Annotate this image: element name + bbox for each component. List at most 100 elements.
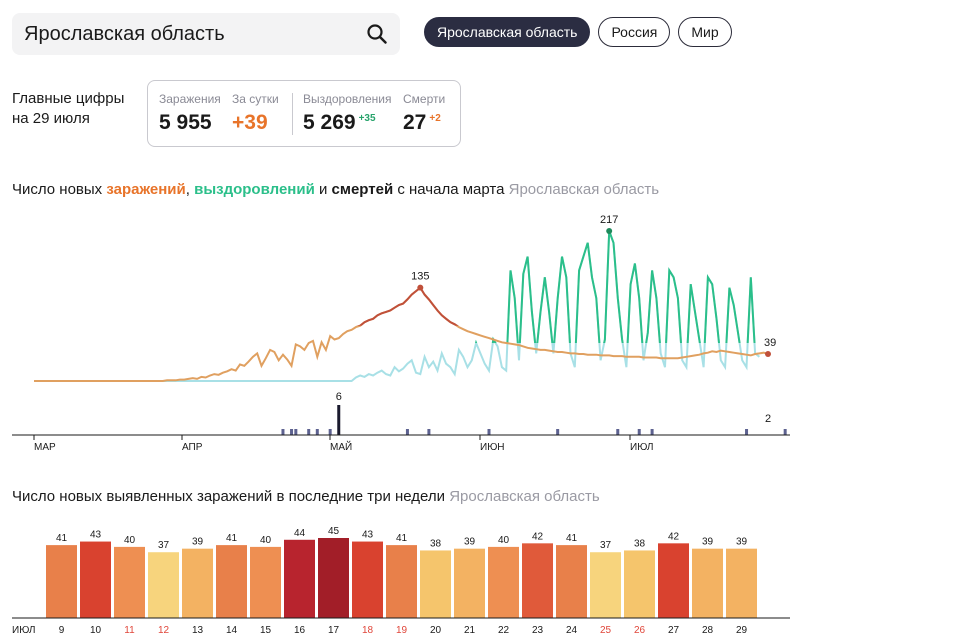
- region-tabs: Ярославская область Россия Мир: [424, 17, 732, 47]
- tab-yaroslavl[interactable]: Ярославская область: [424, 17, 591, 47]
- bar-day-label: 23: [532, 625, 544, 636]
- bar-day-label: 19: [396, 625, 408, 636]
- bar-value-label: 43: [90, 530, 102, 541]
- bar-day-14[interactable]: [216, 545, 247, 618]
- bar-value-label: 40: [124, 535, 136, 546]
- death-bar: [294, 429, 298, 435]
- bar-day-label: 10: [90, 625, 102, 636]
- chart1-title-recoveries: выздоровлений: [194, 181, 315, 198]
- bar-value-label: 41: [226, 533, 238, 544]
- death-bar: [405, 429, 409, 435]
- bar-value-label: 44: [294, 528, 306, 539]
- recoveries-peak-point: [606, 228, 613, 234]
- infections-last-point: [765, 351, 771, 358]
- recoveries-line: [475, 230, 756, 343]
- search-input[interactable]: Ярославская область: [24, 22, 225, 45]
- death-bar: [487, 429, 491, 435]
- stats-divider: [292, 93, 293, 135]
- infections-line-peak: [356, 286, 459, 326]
- bar-day-17[interactable]: [318, 538, 349, 618]
- timeline-tick-label: ИЮЛ: [630, 442, 653, 453]
- cases-timeline-chart[interactable]: 135 217 39 35 6 2 МАР АПР МАЙ ИЮН ИЮЛ: [0, 205, 800, 455]
- bar-day-28[interactable]: [692, 548, 723, 618]
- bar-day-label: 24: [566, 625, 578, 636]
- death-bar: [650, 429, 654, 435]
- infections-peak-point: [417, 284, 424, 291]
- chart2-title: Число новых выявленных заражений в после…: [12, 488, 600, 505]
- bar-day-label: 16: [294, 625, 306, 636]
- search-box[interactable]: Ярославская область: [12, 13, 400, 55]
- stat-per-day-value: +39: [232, 111, 268, 134]
- bar-day-18[interactable]: [352, 541, 383, 618]
- bar-day-label: 15: [260, 625, 272, 636]
- timeline-tick-label: МАР: [34, 442, 56, 453]
- chart1-title-deaths: смертей: [331, 181, 394, 198]
- bar-day-11[interactable]: [114, 546, 145, 618]
- bar-value-label: 40: [260, 535, 272, 546]
- bar-day-9[interactable]: [46, 545, 77, 618]
- death-bar: [337, 405, 341, 435]
- infections-line: [34, 286, 769, 382]
- summary-label-title: Главные цифры: [12, 90, 125, 107]
- bar-day-label: 25: [600, 625, 612, 636]
- bar-value-label: 42: [668, 531, 680, 542]
- recoveries-peak-label: 217: [600, 214, 618, 226]
- bar-day-12[interactable]: [148, 552, 179, 618]
- bar-value-label: 43: [362, 530, 374, 541]
- bar-value-label: 41: [396, 533, 408, 544]
- chart1-title: Число новых заражений, выздоровлений и с…: [12, 181, 659, 198]
- bar-day-13[interactable]: [182, 548, 213, 618]
- chart2-title-region: Ярославская область: [449, 488, 600, 505]
- chart1-title-suffix: с начала марта: [393, 181, 505, 198]
- infections-last-label: 39: [764, 337, 776, 349]
- stat-infections-label: Заражения: [159, 92, 221, 106]
- death-bar: [745, 429, 749, 435]
- stat-deaths: Смерти 27 +2: [403, 92, 445, 135]
- bar-value-label: 39: [464, 537, 476, 548]
- timeline-tick-label: АПР: [182, 442, 203, 453]
- death-bar: [783, 429, 787, 435]
- bar-day-10[interactable]: [80, 541, 111, 618]
- chart2-title-text: Число новых выявленных заражений в после…: [12, 488, 446, 505]
- tab-world[interactable]: Мир: [678, 17, 732, 47]
- bar-day-label: 21: [464, 625, 476, 636]
- bar-day-29[interactable]: [726, 548, 757, 618]
- bar-day-21[interactable]: [454, 548, 485, 618]
- chart1-title-infections: заражений: [106, 181, 186, 198]
- three-weeks-bar-chart[interactable]: 41 9 43 10 40 11 37 12 39 13 41 14 40 15 44 16 45 17 43 18 4…: [0, 512, 800, 640]
- timeline-tick-label: МАЙ: [330, 440, 352, 453]
- stat-deaths-value: 27: [403, 111, 427, 134]
- death-bar: [290, 429, 294, 435]
- stat-per-day-label: За сутки: [232, 92, 279, 106]
- bar-day-27[interactable]: [658, 543, 689, 618]
- bar-day-16[interactable]: [284, 539, 315, 618]
- stat-infections-value: 5 955: [159, 111, 212, 134]
- bar-day-15[interactable]: [250, 546, 281, 618]
- bar-day-label: 27: [668, 625, 680, 636]
- bar-day-25[interactable]: [590, 552, 621, 618]
- bar-day-19[interactable]: [386, 545, 417, 618]
- bar-day-24[interactable]: [556, 545, 587, 618]
- bar-day-label: 20: [430, 625, 442, 636]
- deaths-last-label: 2: [765, 413, 771, 425]
- death-bar: [307, 429, 311, 435]
- death-bar: [556, 429, 560, 435]
- death-bar: [427, 429, 431, 435]
- bar-value-label: 42: [532, 531, 544, 542]
- summary-stats: Заражения 5 955 За сутки +39 Выздоровлен…: [147, 80, 461, 147]
- bar-day-label: 29: [736, 625, 748, 636]
- bar-day-label: 12: [158, 625, 170, 636]
- search-icon[interactable]: [366, 23, 388, 45]
- bar-day-23[interactable]: [522, 543, 553, 618]
- bar-day-label: 13: [192, 625, 204, 636]
- stat-infections: Заражения 5 955: [159, 92, 221, 135]
- stat-recovered-value: 5 269: [303, 111, 356, 134]
- bars-month-label: ИЮЛ: [12, 625, 35, 636]
- bar-day-label: 9: [59, 625, 65, 636]
- deaths-peak-label: 6: [336, 391, 342, 403]
- bar-day-26[interactable]: [624, 550, 655, 618]
- tab-russia[interactable]: Россия: [598, 17, 671, 47]
- bar-day-22[interactable]: [488, 546, 519, 618]
- bar-value-label: 39: [702, 537, 714, 548]
- bar-day-20[interactable]: [420, 550, 451, 618]
